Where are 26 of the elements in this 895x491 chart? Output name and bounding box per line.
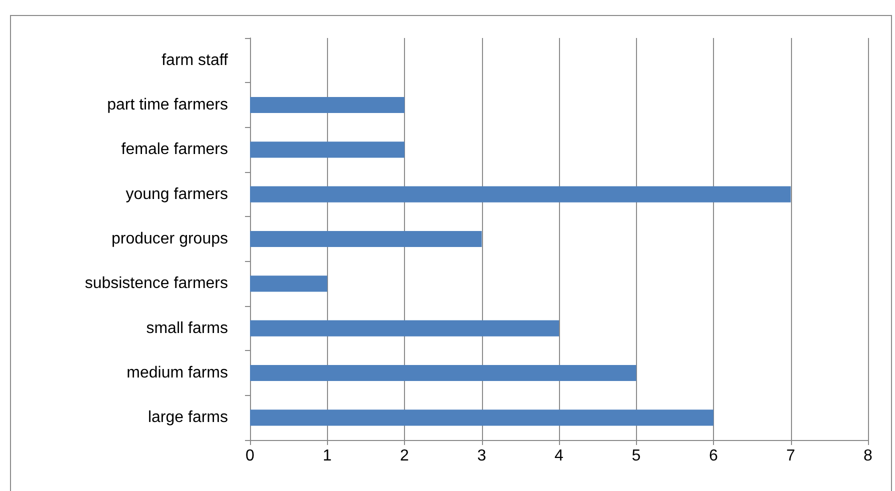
bar	[250, 96, 404, 114]
x-tick-label: 7	[786, 448, 796, 464]
y-tick-label: small farms	[146, 320, 228, 337]
y-tick-label: part time farmers	[107, 96, 228, 114]
y-tick-label: medium farms	[126, 364, 228, 382]
bar	[250, 320, 559, 336]
x-tick-label: 3	[477, 448, 486, 464]
x-tick-label: 2	[400, 448, 410, 464]
y-tick-label: large farms	[148, 409, 228, 426]
x-tick-label: 5	[632, 448, 641, 464]
y-tick-label: young farmers	[126, 186, 228, 203]
bar	[250, 364, 636, 382]
y-tick-label: female farmers	[121, 141, 228, 158]
y-tick-label: subsistence farmers	[84, 275, 228, 292]
bar	[250, 142, 404, 158]
x-tick-label: 8	[864, 448, 873, 464]
x-tick-label: 6	[709, 448, 718, 464]
bar	[250, 230, 482, 248]
x-tick-label: 1	[322, 448, 332, 464]
bar	[250, 276, 328, 292]
x-tick-label: 0	[246, 448, 255, 464]
bar	[250, 410, 714, 426]
x-tick-label: 4	[554, 448, 564, 464]
y-tick-label: producer groups	[111, 230, 228, 248]
bar	[250, 186, 791, 202]
y-tick-label: farm staff	[162, 52, 229, 69]
